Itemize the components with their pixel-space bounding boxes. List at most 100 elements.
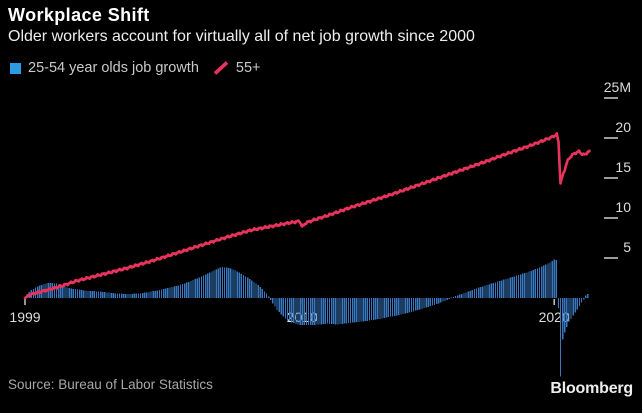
bar [192, 280, 194, 298]
bar [547, 263, 549, 298]
bar [368, 298, 371, 321]
bar [351, 298, 354, 323]
bar [221, 266, 224, 298]
bar [557, 298, 560, 309]
bar [425, 298, 427, 308]
bar [87, 290, 89, 298]
bar [299, 298, 301, 325]
bar [429, 298, 431, 307]
bar [249, 279, 251, 298]
bar [219, 267, 221, 298]
bar [555, 259, 557, 298]
bar [305, 298, 308, 326]
bar [125, 294, 127, 298]
bar [431, 298, 434, 306]
bar [194, 279, 196, 298]
bar [64, 286, 66, 298]
bar [463, 293, 465, 298]
bar [102, 291, 104, 298]
bar [398, 298, 400, 315]
bar [448, 298, 450, 299]
bar [354, 298, 356, 323]
bar [288, 298, 291, 322]
page-title: Workplace Shift [8, 5, 150, 25]
bar [307, 298, 310, 326]
bar [112, 293, 114, 298]
bar [215, 269, 217, 298]
bar [162, 289, 165, 298]
y-label-25M: 25M [604, 79, 631, 95]
bar [139, 293, 142, 298]
bar [452, 296, 455, 298]
legend-label-55plus: 55+ [235, 60, 261, 76]
bar [263, 291, 266, 298]
bar [530, 270, 532, 298]
bar [333, 298, 335, 325]
y-label-10: 10 [615, 199, 631, 215]
bar [475, 288, 478, 298]
bar [566, 298, 568, 327]
bar [295, 298, 297, 324]
bar [316, 298, 318, 325]
bar [545, 264, 547, 298]
bar [114, 293, 116, 298]
bar [345, 298, 347, 324]
bar [85, 290, 87, 298]
bar [417, 298, 419, 311]
bar [412, 298, 415, 312]
bar [389, 298, 392, 317]
bar [246, 277, 249, 298]
bar [278, 298, 280, 313]
bar [110, 292, 112, 298]
bar [127, 293, 129, 298]
bar [396, 298, 398, 316]
bar [83, 290, 85, 298]
bar [379, 298, 381, 319]
legend-label-25-54: 25-54 year olds job growth [28, 60, 199, 76]
bar [477, 287, 480, 298]
bar [309, 298, 312, 326]
bar [356, 298, 358, 323]
bar [511, 276, 513, 298]
bar [559, 298, 562, 377]
bar [213, 270, 215, 298]
bar [158, 290, 161, 298]
bar [414, 298, 417, 311]
bar [471, 290, 473, 298]
bar [370, 298, 373, 321]
bar [549, 262, 551, 298]
bar [576, 298, 578, 310]
bar [513, 276, 515, 298]
bar [578, 298, 581, 306]
legend-slash-icon [213, 61, 229, 75]
bar [165, 288, 167, 298]
bar [76, 289, 79, 298]
bar [461, 293, 463, 298]
bar [232, 269, 234, 298]
bar [568, 298, 570, 322]
bar [375, 298, 377, 320]
bar [442, 298, 444, 302]
bar [190, 281, 192, 298]
bar [381, 298, 383, 319]
bar [494, 282, 497, 298]
bar [582, 298, 585, 300]
bar [255, 283, 257, 298]
bar [402, 298, 404, 314]
bar [74, 289, 77, 298]
bar [585, 295, 587, 298]
bar [78, 289, 81, 298]
bar [251, 280, 253, 298]
bar [496, 281, 499, 298]
bar [297, 298, 299, 325]
bar [198, 277, 200, 298]
bar [564, 298, 566, 333]
bar [217, 268, 219, 298]
bar [133, 293, 135, 298]
bar [330, 298, 333, 324]
bar [515, 275, 518, 298]
bar [272, 298, 274, 304]
bar [347, 298, 350, 324]
bar [160, 289, 163, 298]
